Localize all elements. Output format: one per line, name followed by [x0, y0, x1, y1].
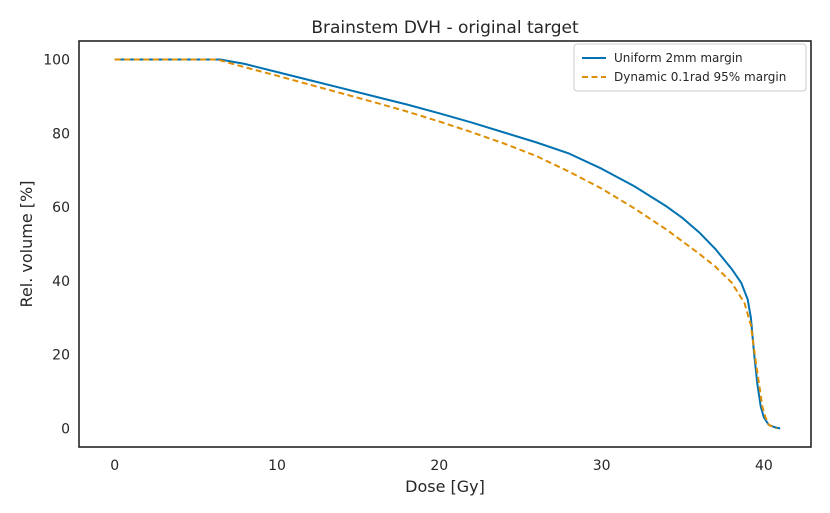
y-tick-label: 100: [43, 52, 70, 68]
legend-label-2: Dynamic 0.1rad 95% margin: [614, 70, 786, 84]
legend-box: [573, 43, 807, 92]
series-line-2: [114, 58, 778, 430]
legend: Uniform 2mm margin Dynamic 0.1rad 95% mar…: [573, 43, 807, 92]
x-axis-ticks: 0 10 20 30 40: [110, 458, 773, 474]
y-tick-label: 20: [52, 348, 70, 364]
series-line-1: [114, 58, 781, 430]
x-axis-label: Dose [Gy]: [405, 477, 485, 496]
y-tick-label: 0: [61, 422, 70, 438]
series-layer: [114, 58, 781, 430]
plot-frame: [78, 40, 812, 448]
x-tick-label: 20: [430, 458, 448, 474]
chart-title: Brainstem DVH - original target: [311, 18, 579, 38]
x-tick-label: 40: [755, 458, 773, 474]
y-axis-ticks: 0 20 40 60 80 100: [43, 52, 70, 437]
x-tick-label: 10: [268, 458, 286, 474]
y-tick-label: 80: [52, 126, 70, 142]
y-tick-label: 40: [52, 274, 70, 290]
y-tick-label: 60: [52, 200, 70, 216]
x-tick-label: 30: [593, 458, 611, 474]
y-axis-label: Rel. volume [%]: [17, 181, 36, 308]
legend-label-1: Uniform 2mm margin: [614, 51, 743, 65]
x-tick-label: 0: [110, 458, 119, 474]
